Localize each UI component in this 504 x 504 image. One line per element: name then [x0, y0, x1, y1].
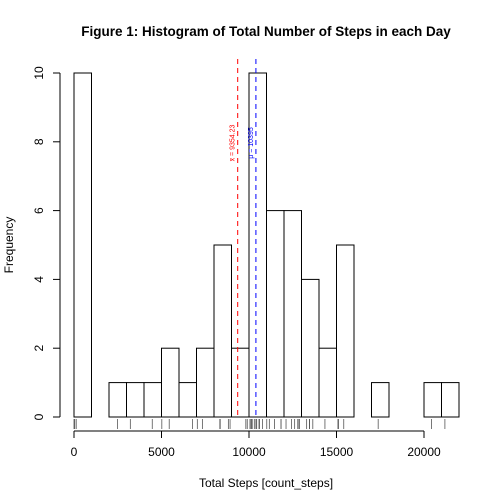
histogram-bar-13: [301, 278, 320, 418]
x-tick-label-2: 10000: [232, 445, 266, 459]
median-label: μ = 10395: [248, 127, 255, 159]
histogram-bar-21: [441, 382, 460, 418]
x-axis: 0 5000 10000 15000 20000: [71, 430, 441, 459]
histogram-bar-9: [231, 347, 250, 418]
y-tick-label-1: 2: [32, 345, 46, 352]
x-tick-label-3: 15000: [320, 445, 354, 459]
y-axis-label: Frequency: [2, 217, 16, 274]
y-tick-label-3: 6: [32, 207, 46, 214]
x-tick-label-4: 20000: [407, 445, 441, 459]
histogram-bar-7: [196, 347, 215, 418]
histogram-bar-8: [213, 244, 232, 418]
chart-title: Figure 1: Histogram of Total Number of S…: [81, 24, 451, 39]
x-axis-label: Total Steps [count_steps]: [199, 476, 333, 490]
y-tick-label-0: 0: [32, 413, 46, 420]
histogram-bar-17: [371, 382, 390, 418]
mean-label: x̄ = 9354.23: [230, 125, 237, 162]
x-tick-label-1: 5000: [148, 445, 175, 459]
y-axis: 0 2 4 6 8 10: [32, 66, 61, 420]
y-tick-label-4: 8: [32, 138, 46, 145]
histogram-bar-5: [161, 347, 180, 418]
reference-lines: x̄ = 9354.23 μ = 10395: [230, 59, 257, 417]
histogram-bar-10: [248, 72, 267, 418]
histogram-bar-15: [336, 244, 355, 418]
histogram-bar-14: [318, 347, 337, 418]
histogram-bar-3: [126, 382, 145, 418]
histogram-bar-2: [108, 382, 127, 418]
x-tick-label-0: 0: [71, 445, 78, 459]
histogram-bar-6: [178, 382, 197, 418]
histogram-bar-12: [283, 210, 302, 418]
histogram-bar-11: [266, 210, 285, 418]
rug-marks: [73, 419, 446, 429]
histogram-bars: [73, 72, 460, 418]
histogram-bar-4: [143, 382, 162, 418]
histogram-bar-20: [423, 382, 442, 418]
y-tick-label-2: 4: [32, 276, 46, 283]
y-tick-label-5: 10: [32, 66, 46, 80]
histogram-bar-0: [73, 72, 92, 418]
